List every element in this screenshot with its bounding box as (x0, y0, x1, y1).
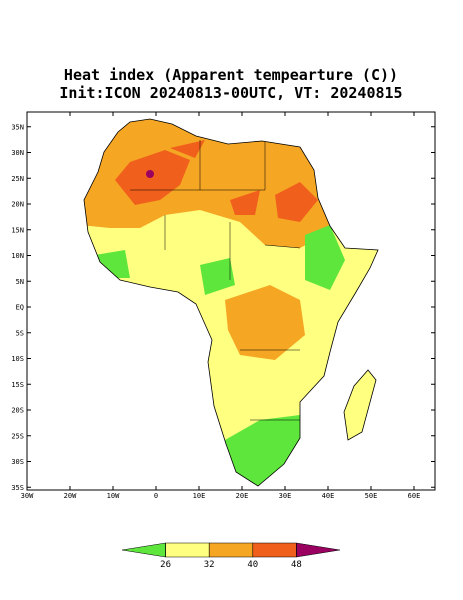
zone-red (170, 140, 318, 222)
colorbar-segment (165, 542, 210, 558)
colorbar-segment (121, 542, 166, 558)
coastline (83, 118, 379, 487)
colorbar-label: 32 (204, 560, 215, 570)
lat-label: 35S (11, 484, 24, 492)
colorbar-segment (296, 542, 341, 558)
zone-purple (146, 170, 154, 178)
colorbar-segment (252, 542, 297, 558)
lon-label: 20E (236, 492, 249, 500)
lon-label: 30W (21, 492, 34, 500)
lat-label: 15N (11, 226, 24, 234)
lat-label: 25N (11, 175, 24, 183)
lat-label: 10S (11, 355, 24, 363)
lon-label: 40E (322, 492, 335, 500)
lon-label: 60E (408, 492, 421, 500)
zone-green (305, 225, 345, 290)
lon-label: 0 (154, 492, 158, 500)
borders (130, 140, 301, 421)
lon-label: 10E (193, 492, 206, 500)
colorbar-label: 48 (291, 560, 302, 570)
colorbar-segment (208, 542, 254, 558)
zone-green (95, 250, 235, 295)
lon-label: 10W (107, 492, 120, 500)
lat-label: 20S (11, 407, 24, 415)
title-line: Init:ICON 20240813-00UTC, VT: 20240815 (59, 84, 402, 102)
zone-orange (84, 119, 330, 248)
colorbar: 26 32 40 48 (121, 542, 341, 570)
title-line: Heat index (Apparent tempearture (C)) (64, 66, 398, 84)
lon-label: 30E (279, 492, 292, 500)
lat-label: 35N (11, 123, 24, 131)
lat-label: 10N (11, 252, 24, 260)
lat-label: 5N (16, 278, 24, 286)
zone-red (115, 150, 190, 205)
colorbar-label: 40 (247, 560, 258, 570)
lat-label: 30N (11, 149, 24, 157)
lat-label: 25S (11, 432, 24, 440)
lat-label: 15S (11, 381, 24, 389)
lat-label: EQ (16, 304, 24, 312)
lon-label: 20W (64, 492, 77, 500)
lat-label: 20N (11, 201, 24, 209)
lon-label: 50E (365, 492, 378, 500)
axis-ticks: 35N 30N 25N 20N 15N 10N 5N EQ 5S 10S 15S 20S 25S 30S 3… (11, 112, 435, 500)
colorbar-label: 26 (160, 560, 171, 570)
lat-label: 5S (16, 329, 24, 337)
lat-label: 30S (11, 458, 24, 466)
zone-orange (225, 285, 305, 360)
